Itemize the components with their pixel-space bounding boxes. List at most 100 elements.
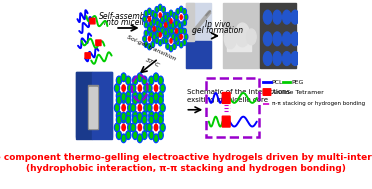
Circle shape bbox=[137, 73, 142, 82]
Circle shape bbox=[178, 22, 182, 29]
Circle shape bbox=[149, 31, 153, 38]
Circle shape bbox=[153, 112, 158, 121]
Circle shape bbox=[283, 52, 291, 65]
Circle shape bbox=[183, 20, 186, 26]
Circle shape bbox=[167, 27, 171, 34]
Circle shape bbox=[152, 36, 156, 42]
Circle shape bbox=[179, 14, 183, 20]
Circle shape bbox=[179, 26, 183, 32]
Circle shape bbox=[132, 115, 138, 124]
Circle shape bbox=[137, 84, 142, 92]
Circle shape bbox=[160, 16, 164, 23]
Circle shape bbox=[149, 91, 154, 100]
Circle shape bbox=[273, 32, 281, 46]
Circle shape bbox=[116, 131, 122, 139]
Circle shape bbox=[178, 33, 182, 40]
Circle shape bbox=[155, 26, 159, 33]
Circle shape bbox=[155, 20, 160, 27]
Circle shape bbox=[179, 34, 183, 40]
Circle shape bbox=[114, 123, 120, 132]
Circle shape bbox=[176, 20, 180, 26]
Circle shape bbox=[174, 18, 178, 24]
Circle shape bbox=[142, 96, 147, 105]
Text: PCL: PCL bbox=[272, 80, 283, 85]
Circle shape bbox=[160, 27, 164, 34]
Text: 37°C: 37°C bbox=[144, 57, 160, 68]
Circle shape bbox=[137, 124, 142, 131]
Circle shape bbox=[173, 23, 176, 30]
Circle shape bbox=[121, 134, 126, 143]
Circle shape bbox=[153, 26, 156, 32]
Circle shape bbox=[158, 20, 162, 26]
Polygon shape bbox=[186, 3, 195, 41]
Text: π-π stacking or hydrogen bonding: π-π stacking or hydrogen bonding bbox=[272, 101, 365, 106]
Circle shape bbox=[169, 18, 173, 24]
Circle shape bbox=[142, 111, 147, 120]
Circle shape bbox=[126, 96, 131, 105]
FancyBboxPatch shape bbox=[96, 40, 101, 46]
Circle shape bbox=[174, 36, 178, 42]
Circle shape bbox=[263, 32, 272, 46]
Circle shape bbox=[151, 10, 155, 17]
FancyBboxPatch shape bbox=[85, 53, 90, 58]
Circle shape bbox=[283, 10, 291, 24]
Circle shape bbox=[174, 20, 178, 26]
Circle shape bbox=[126, 131, 131, 139]
Circle shape bbox=[273, 10, 281, 24]
FancyBboxPatch shape bbox=[260, 3, 296, 68]
Circle shape bbox=[179, 28, 183, 34]
Circle shape bbox=[160, 123, 165, 132]
FancyBboxPatch shape bbox=[222, 93, 230, 103]
Circle shape bbox=[158, 91, 163, 100]
Circle shape bbox=[179, 22, 183, 28]
Circle shape bbox=[152, 18, 156, 24]
Circle shape bbox=[147, 103, 152, 112]
Circle shape bbox=[128, 103, 133, 112]
FancyBboxPatch shape bbox=[186, 3, 211, 68]
Text: (hydrophobic interaction, π-π stacking and hydrogen bonding): (hydrophobic interaction, π-π stacking a… bbox=[26, 164, 346, 173]
Circle shape bbox=[137, 104, 142, 112]
Circle shape bbox=[126, 115, 131, 124]
Circle shape bbox=[158, 4, 162, 10]
Circle shape bbox=[126, 111, 131, 120]
Circle shape bbox=[132, 111, 138, 120]
Text: Self-assembled: Self-assembled bbox=[99, 12, 158, 21]
Circle shape bbox=[149, 20, 153, 27]
Text: exsiting in micelle core: exsiting in micelle core bbox=[187, 97, 268, 103]
FancyBboxPatch shape bbox=[90, 18, 95, 24]
Circle shape bbox=[174, 28, 178, 34]
Circle shape bbox=[158, 115, 163, 124]
Circle shape bbox=[176, 39, 180, 46]
Circle shape bbox=[174, 14, 178, 20]
Circle shape bbox=[116, 76, 122, 85]
Circle shape bbox=[183, 39, 186, 46]
Text: Schematic of the interactions: Schematic of the interactions bbox=[187, 89, 291, 95]
Circle shape bbox=[158, 24, 162, 30]
Circle shape bbox=[137, 114, 142, 123]
Circle shape bbox=[121, 104, 126, 112]
Circle shape bbox=[132, 131, 138, 139]
Circle shape bbox=[291, 10, 299, 24]
Circle shape bbox=[128, 84, 133, 92]
Circle shape bbox=[142, 91, 147, 100]
Circle shape bbox=[154, 32, 157, 38]
Circle shape bbox=[153, 114, 158, 123]
Circle shape bbox=[291, 32, 299, 46]
Circle shape bbox=[153, 73, 158, 82]
Circle shape bbox=[162, 26, 166, 33]
Circle shape bbox=[144, 10, 148, 17]
Circle shape bbox=[183, 9, 186, 15]
Circle shape bbox=[183, 28, 186, 34]
Polygon shape bbox=[92, 72, 112, 139]
Circle shape bbox=[169, 26, 173, 32]
Circle shape bbox=[291, 52, 299, 65]
Circle shape bbox=[114, 84, 120, 92]
Text: gel formation: gel formation bbox=[192, 26, 243, 35]
Circle shape bbox=[149, 111, 154, 120]
Circle shape bbox=[163, 12, 167, 18]
Circle shape bbox=[169, 46, 173, 52]
Circle shape bbox=[169, 38, 173, 44]
Circle shape bbox=[131, 84, 136, 92]
Circle shape bbox=[158, 32, 162, 38]
Circle shape bbox=[176, 28, 180, 34]
